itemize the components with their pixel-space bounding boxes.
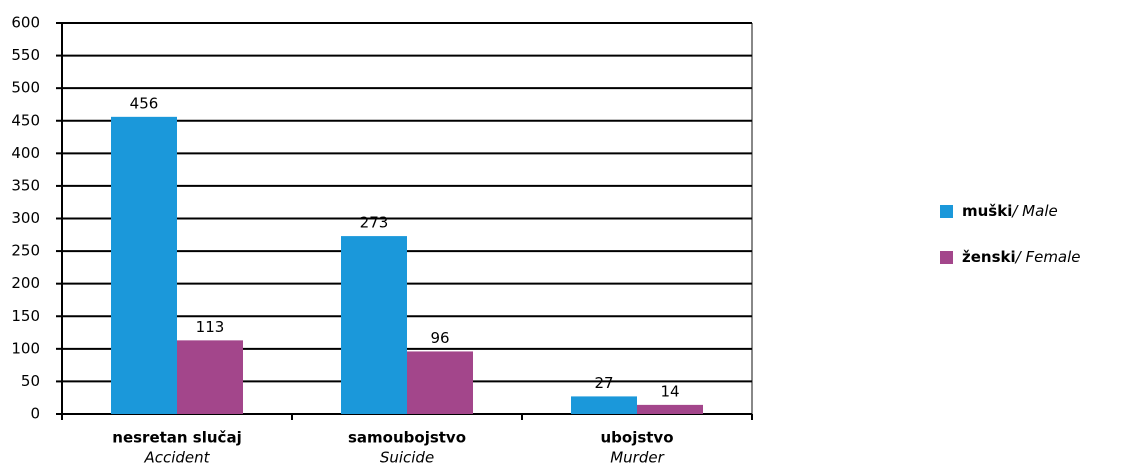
- legend-name-en: / Male: [1010, 202, 1057, 220]
- y-tick-label: 550: [11, 46, 40, 64]
- x-tick-label-en: Accident: [143, 449, 210, 467]
- bar: [637, 404, 703, 414]
- y-tick-label: 300: [11, 209, 40, 227]
- bar: [407, 351, 473, 414]
- value-label: 27: [594, 374, 613, 392]
- y-tick-label: 0: [30, 405, 40, 423]
- y-tick-label: 200: [11, 274, 40, 292]
- bar: [571, 396, 637, 414]
- y-tick-label: 400: [11, 144, 40, 162]
- y-tick-label: 450: [11, 111, 40, 129]
- legend-name: ženski: [962, 248, 1016, 266]
- value-label: 456: [130, 94, 159, 112]
- legend-name: muški: [962, 202, 1012, 220]
- y-tick-label: 100: [11, 339, 40, 357]
- y-tick-label: 250: [11, 242, 40, 260]
- x-tick-label-en: Murder: [610, 449, 664, 467]
- y-tick-label: 500: [11, 79, 40, 97]
- bar: [177, 340, 243, 414]
- legend-label: ženski/ Female: [962, 248, 1081, 266]
- value-label: 96: [430, 329, 449, 347]
- value-label: 14: [660, 382, 679, 400]
- bar: [341, 236, 407, 414]
- x-tick-label: nesretan slučaj: [112, 429, 241, 447]
- legend-name-en: / Female: [1014, 248, 1081, 266]
- x-tick-label: samoubojstvo: [348, 429, 466, 447]
- legend-swatch: [940, 251, 953, 264]
- bar: [111, 116, 177, 414]
- value-label: 113: [196, 318, 225, 336]
- legend-label: muški/ Male: [962, 202, 1058, 220]
- legend-swatch: [940, 205, 953, 218]
- x-tick-label: ubojstvo: [600, 429, 673, 447]
- y-tick-label: 600: [11, 14, 40, 32]
- y-tick-label: 350: [11, 176, 40, 194]
- value-label: 273: [360, 214, 389, 232]
- x-tick-label-en: Suicide: [380, 449, 434, 467]
- y-tick-label: 150: [11, 307, 40, 325]
- y-tick-label: 50: [21, 372, 40, 390]
